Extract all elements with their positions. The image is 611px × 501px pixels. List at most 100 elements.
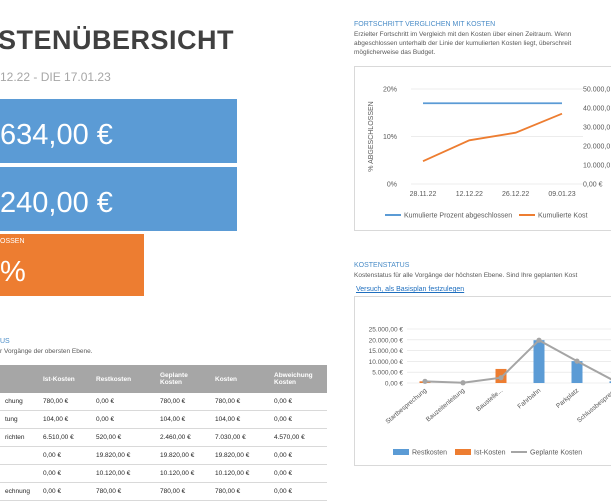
table-row[interactable]: 0,00 €10.120,00 €10.120,00 €10.120,00 €0… (0, 465, 327, 483)
y2-tick-label: 50.000,0 (583, 87, 610, 94)
table-cell: 0,00 € (38, 447, 91, 465)
data-point (422, 379, 427, 384)
y2-tick-label: 0,00 € (583, 182, 603, 189)
table-cell: 0,00 € (91, 393, 155, 411)
table-cell: 0,00 € (38, 465, 91, 483)
table-cell: echnung (0, 483, 38, 501)
progress-section-desc-3: möglicherweise das Budget. (354, 49, 435, 56)
x-tick-label: 26.12.22 (502, 191, 529, 198)
kpi-value: % (0, 256, 26, 289)
table-cell: 104,00 € (38, 411, 91, 429)
data-point (574, 359, 579, 364)
bar-restkosten (572, 361, 583, 383)
table-cell: 19.820,00 € (155, 447, 210, 465)
y-tick-label: 0% (387, 182, 397, 189)
y-tick-label: 20.000,00 € (369, 337, 404, 344)
y-tick-label: 15.000,00 € (369, 348, 404, 355)
table-cell: 10.120,00 € (155, 465, 210, 483)
y2-tick-label: 20.000,0 (583, 144, 610, 151)
kpi-label: OSSEN (0, 238, 25, 245)
table-header-row: Ist-Kosten Restkosten Geplante Kosten Ko… (0, 365, 327, 393)
table-cell: richten (0, 429, 38, 447)
col-header-actual: Ist-Kosten (38, 365, 91, 393)
cost-status-chart[interactable]: 0,00 € 5.000,00 € 10.000,00 € 15.000,00 € 20… (354, 296, 611, 466)
table-cell: 780,00 € (155, 483, 210, 501)
cost-status-subtitle: Kostenstatus für alle Vorgänge der höchs… (354, 272, 577, 279)
table-cell: 780,00 € (38, 393, 91, 411)
legend-label: Geplante Kosten (530, 450, 582, 457)
kpi-value: 634,00 € (0, 119, 113, 152)
table-cell: 0,00 € (269, 483, 327, 501)
table-cell: 0,00 € (91, 411, 155, 429)
y-tick-label: 10% (383, 134, 397, 141)
y2-tick-label: 10.000,0 (583, 163, 610, 170)
table-cell: 0,00 € (269, 411, 327, 429)
x-tick-label: Bauzeitenleitung (425, 387, 467, 424)
table-cell: 10.120,00 € (91, 465, 155, 483)
table-cell: 780,00 € (155, 393, 210, 411)
x-tick-label: Startbesprechung (384, 387, 428, 426)
progress-section-desc-1: Erzielter Fortschritt im Vergleich mit d… (354, 31, 571, 38)
table-cell: 2.460,00 € (155, 429, 210, 447)
table-cell: 520,00 € (91, 429, 155, 447)
table-cell: tung (0, 411, 38, 429)
table-cell: 19.820,00 € (210, 447, 269, 465)
date-range: 12.22 - DIE 17.01.23 (0, 70, 111, 84)
table-cell: chung (0, 393, 38, 411)
table-cell: 7.030,00 € (210, 429, 269, 447)
y-tick-label: 0,00 € (385, 381, 403, 388)
x-tick-label: Fahrbahn (516, 387, 542, 410)
progress-section-desc-2: abgeschlossen unterhalb der Linie der ku… (354, 40, 571, 47)
cost-chart-svg: 0,00 € 5.000,00 € 10.000,00 € 15.000,00 € 20… (355, 297, 611, 465)
legend-label: Ist-Kosten (474, 450, 506, 457)
x-tick-label: 28.11.22 (410, 191, 437, 198)
series-line (423, 114, 562, 162)
legend-swatch (455, 449, 471, 455)
table-cell: 6.510,00 € (38, 429, 91, 447)
table-cell: 0,00 € (38, 483, 91, 501)
y2-tick-label: 40.000,0 (583, 106, 610, 113)
table-cell: 10.120,00 € (210, 465, 269, 483)
table-cell: 780,00 € (210, 483, 269, 501)
table-section-title: US (0, 338, 10, 345)
legend-label: Restkosten (412, 450, 447, 457)
table-cell: 4.570,00 € (269, 429, 327, 447)
col-header-name (0, 365, 38, 393)
kpi-tile-remaining-cost: 240,00 € (0, 167, 237, 231)
kpi-value: 240,00 € (0, 187, 113, 220)
col-header-remaining: Restkosten (91, 365, 155, 393)
y-tick-label: 25.000,00 € (369, 327, 404, 334)
x-tick-label: Schlussbesprech (576, 387, 611, 424)
kpi-tile-percent-complete: OSSEN % (0, 234, 144, 296)
y-tick-label: 20% (383, 87, 397, 94)
report-title: STENÜBERSICHT (0, 25, 234, 56)
col-header-variance: Abweichung Kosten (269, 365, 327, 393)
x-tick-label: 12.12.22 (456, 191, 483, 198)
cost-status-table: Ist-Kosten Restkosten Geplante Kosten Ko… (0, 365, 327, 501)
table-cell: 0,00 € (269, 447, 327, 465)
table-cell: 780,00 € (91, 483, 155, 501)
progress-chart-svg: 0%10%20%0,00 €10.000,020.000,030.000,040… (355, 67, 611, 230)
legend-swatch (393, 449, 409, 455)
table-cell: 19.820,00 € (91, 447, 155, 465)
table-cell (0, 447, 38, 465)
table-cell: 0,00 € (269, 393, 327, 411)
y-tick-label: 10.000,00 € (369, 359, 404, 366)
data-point (536, 338, 541, 343)
table-cell: 780,00 € (210, 393, 269, 411)
y-tick-label: 5.000,00 € (372, 370, 403, 377)
col-header-cost: Kosten (210, 365, 269, 393)
kpi-tile-actual-cost: 634,00 € (0, 99, 237, 163)
bar-restkosten (534, 340, 545, 383)
table-row[interactable]: 0,00 €19.820,00 €19.820,00 €19.820,00 €0… (0, 447, 327, 465)
legend-label: Kumulierte Prozent abgeschlossen (404, 213, 512, 220)
table-cell: 0,00 € (269, 465, 327, 483)
set-baseline-link[interactable]: Versuch, als Basisplan festzulegen (356, 286, 464, 293)
table-cell: 104,00 € (155, 411, 210, 429)
x-tick-label: 09.01.23 (548, 191, 575, 198)
